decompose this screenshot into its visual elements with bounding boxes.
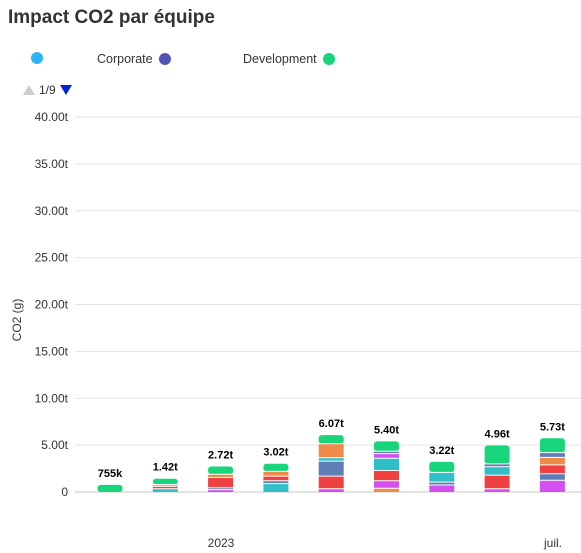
y-tick-label: 0: [61, 485, 68, 499]
bar-stack[interactable]: [429, 461, 455, 492]
legend-item-development[interactable]: Development: [243, 52, 335, 66]
legend-item-development-marker: [322, 53, 335, 65]
legend-item-corporate-label: Corporate: [97, 52, 153, 66]
bar-segment[interactable]: [539, 457, 565, 465]
x-tick-label-2023: 2023: [208, 536, 235, 550]
legend-item-corporate[interactable]: Corporate: [97, 52, 171, 66]
bar-total-label: 3.22t: [429, 445, 454, 457]
bar-segment[interactable]: [374, 441, 399, 452]
legend-item-corporate-marker: [158, 53, 171, 65]
bar-stack[interactable]: [152, 478, 178, 492]
bar-segment[interactable]: [484, 475, 510, 489]
bar-segment[interactable]: [318, 457, 344, 462]
bar-stack[interactable]: [208, 466, 234, 493]
bar-stack[interactable]: [318, 435, 344, 492]
y-tick-label: 25.00t: [35, 251, 69, 265]
y-tick-label: 20.00t: [35, 298, 69, 312]
bar-segment[interactable]: [484, 463, 510, 467]
bar-segment[interactable]: [318, 461, 344, 477]
bar-segment[interactable]: [152, 484, 178, 487]
bar-stack[interactable]: [374, 441, 399, 492]
bar-segment[interactable]: [484, 445, 510, 464]
legend-item-development-label: Development: [243, 52, 317, 66]
bar-segment[interactable]: [374, 480, 399, 489]
legend-item-1[interactable]: [25, 52, 43, 64]
y-axis-label: CO2 (g): [10, 299, 24, 342]
legend-item-1-marker: [31, 52, 43, 64]
bar-segment[interactable]: [539, 480, 565, 492]
bar-segment[interactable]: [152, 488, 178, 492]
bar-segment[interactable]: [208, 466, 234, 475]
bar-stack[interactable]: [97, 484, 123, 492]
legend: Corporate Development: [0, 52, 581, 74]
bar-segment[interactable]: [208, 489, 234, 492]
bar-segment[interactable]: [374, 470, 399, 481]
bar-total-label: 3.02t: [263, 447, 288, 459]
bar-segment[interactable]: [97, 484, 123, 492]
bar-segment[interactable]: [152, 486, 178, 489]
bar-stack[interactable]: [484, 445, 510, 493]
bar-segment[interactable]: [429, 482, 455, 485]
bar-segment[interactable]: [318, 476, 344, 489]
y-tick-label: 35.00t: [35, 157, 69, 171]
bar-segment[interactable]: [318, 443, 344, 458]
bar-segment[interactable]: [539, 464, 565, 474]
bar-segment[interactable]: [429, 461, 455, 473]
bar-segment[interactable]: [374, 458, 399, 471]
y-axis-ticks: 0 5.00t 10.00t 15.00t 20.00t 25.00t 30.00t 35.0…: [35, 110, 69, 499]
bar-total-label: 1.42t: [153, 462, 178, 474]
y-tick-label: 10.00t: [35, 391, 69, 405]
bar-segment[interactable]: [263, 471, 289, 477]
legend-page-up-arrow-icon[interactable]: [23, 85, 35, 95]
bar-stack[interactable]: [539, 438, 565, 492]
bar-segment[interactable]: [263, 463, 289, 472]
bars: [97, 435, 565, 493]
bar-segment[interactable]: [539, 452, 565, 458]
bar-segment[interactable]: [539, 473, 565, 481]
bar-segment[interactable]: [484, 488, 510, 492]
bar-segment[interactable]: [318, 435, 344, 444]
bar-total-label: 6.07t: [319, 418, 344, 430]
bar-segment[interactable]: [263, 483, 289, 492]
bar-total-label: 5.40t: [374, 424, 399, 436]
bar-segment[interactable]: [208, 477, 234, 488]
y-tick-label: 15.00t: [35, 344, 69, 358]
bar-segment[interactable]: [152, 478, 178, 485]
legend-pager: 1/9: [23, 83, 72, 97]
x-tick-label-juil: juil.: [543, 536, 562, 550]
bar-segment[interactable]: [374, 453, 399, 459]
bar-segment[interactable]: [374, 451, 399, 454]
bar-segment[interactable]: [208, 474, 234, 478]
bar-total-label: 5.73t: [540, 421, 565, 433]
bar-segment[interactable]: [374, 488, 399, 492]
bar-segment[interactable]: [429, 472, 455, 483]
legend-page-down-arrow-icon[interactable]: [59, 85, 72, 95]
y-tick-label: 30.00t: [35, 204, 69, 218]
bar-segment[interactable]: [429, 484, 455, 492]
bar-segment[interactable]: [318, 488, 344, 492]
legend-page-label: 1/9: [39, 83, 56, 97]
bar-segment[interactable]: [539, 438, 565, 453]
bar-segment[interactable]: [484, 466, 510, 476]
bar-stack[interactable]: [263, 463, 289, 492]
bar-segment[interactable]: [208, 487, 234, 490]
bar-segment[interactable]: [263, 480, 289, 484]
total-labels: 755k 1.42t 2.72t 3.02t 6.07t 5.40t 3.22t 4.96t 5…: [98, 418, 566, 480]
bar-total-label: 755k: [98, 468, 123, 480]
bar-segment[interactable]: [263, 476, 289, 481]
chart-title: Impact CO2 par équipe: [8, 7, 215, 28]
y-tick-label: 40.00t: [35, 110, 69, 124]
y-tick-label: 5.00t: [41, 438, 68, 452]
bar-total-label: 2.72t: [208, 450, 233, 462]
bar-total-label: 4.96t: [485, 429, 510, 441]
